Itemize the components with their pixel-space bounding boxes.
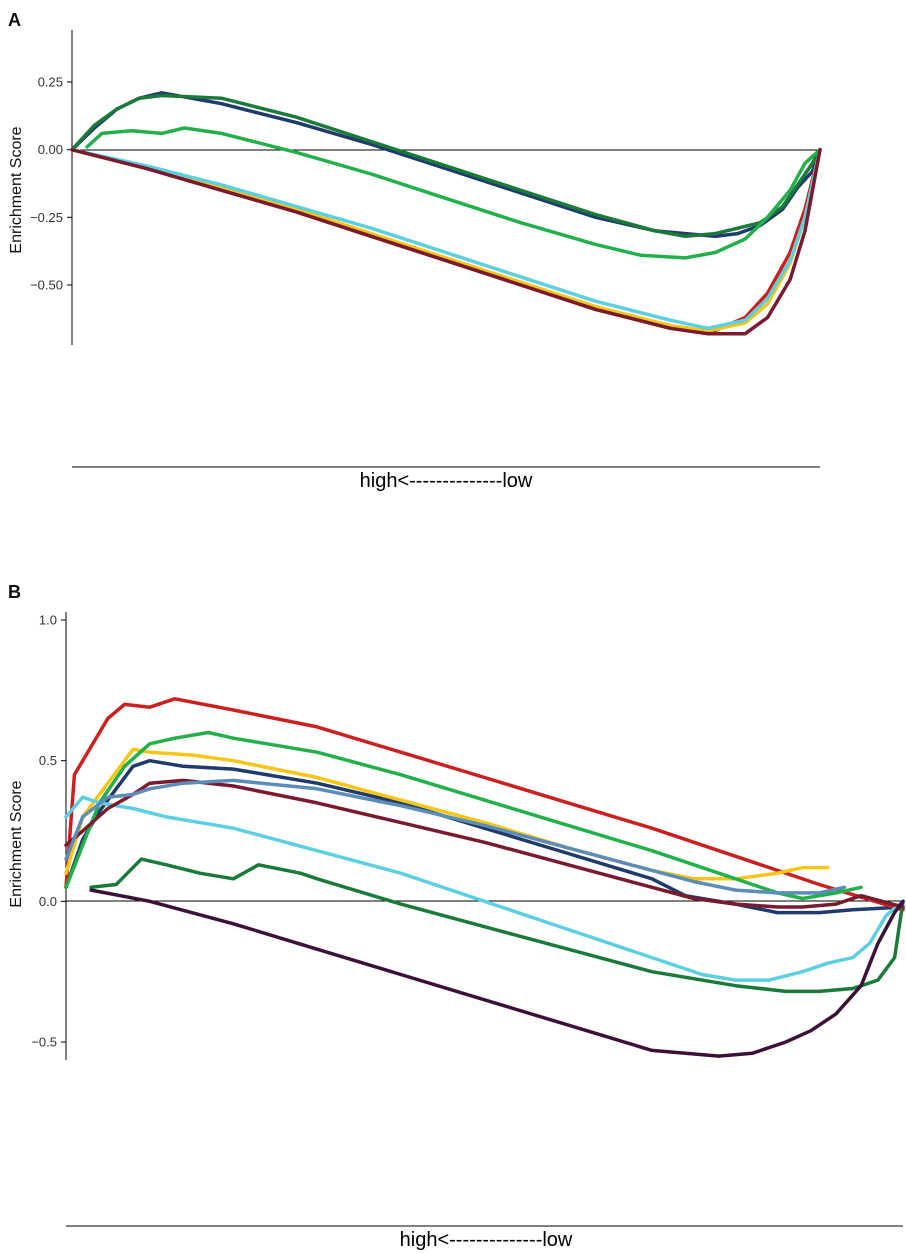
y-tick-label: 0.5 — [39, 753, 57, 768]
series-line-ncrna-processing — [70, 147, 822, 333]
x-axis-title-a: high<--------------low — [360, 470, 533, 492]
series-line-complement-and-coagulation-cascades — [64, 697, 905, 912]
panel-a: A Enrichment Score 0.25 0.00 −0.25 −0.50 hi… — [8, 10, 822, 492]
series-line-glycerolipid-metabolism — [89, 857, 905, 994]
y-tick-label: 0.00 — [38, 142, 63, 157]
y-axis-title-b: Enrichment Score — [8, 780, 25, 907]
y-tick-label: 0.25 — [38, 75, 63, 90]
series-line-p53-signaling-pathway — [64, 795, 905, 982]
y-ticks-b: 1.0 0.5 0.0 −0.5 — [31, 613, 66, 1050]
panel-label-b: B — [8, 582, 21, 602]
series-line-ribonucleoprotein-complex-biogenesis — [70, 147, 822, 331]
y-tick-label: −0.50 — [30, 278, 63, 293]
y-tick-label: 1.0 — [39, 613, 57, 628]
series-line-antigen-processing-and-presentation — [64, 758, 905, 915]
series-line-regulation-of-stem-cell-differentiation — [85, 126, 822, 260]
x-axis-title-b: high<--------------low — [400, 1229, 573, 1251]
series-lines-b — [64, 697, 905, 1058]
y-tick-label: −0.5 — [31, 1035, 57, 1050]
panel-b: B Enrichment Score 1.0 0.5 0.0 −0.5 high<--… — [8, 582, 905, 1251]
panel-label-a: A — [8, 10, 21, 30]
series-line-galactose-metabolism — [64, 747, 830, 881]
y-axis-title-a: Enrichment Score — [8, 126, 25, 253]
series-line-propanoate-metabolism — [64, 778, 847, 895]
series-line-proteasome — [89, 888, 905, 1058]
y-ticks-a: 0.25 0.00 −0.25 −0.50 — [30, 75, 72, 293]
series-line-negative-regulation-of-cell-cycle-process — [70, 93, 822, 239]
y-tick-label: 0.0 — [39, 894, 57, 909]
series-line-ribosome-biogenesis — [70, 147, 822, 336]
y-tick-label: −0.25 — [30, 210, 63, 225]
series-lines-a — [70, 91, 822, 336]
